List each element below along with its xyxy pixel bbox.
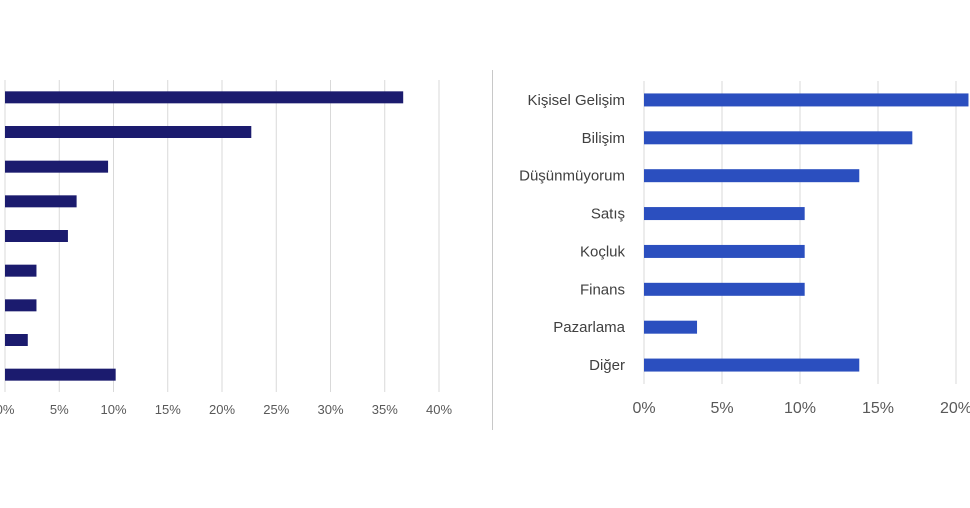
x-tick-label: 15%	[862, 400, 894, 417]
x-tick-label: 20%	[940, 400, 970, 417]
x-tick-label: 5%	[710, 400, 733, 417]
category-label: Koçluk	[580, 243, 626, 260]
bar	[5, 126, 252, 138]
bar	[5, 264, 37, 277]
category-label: Düşünmüyorum	[519, 168, 625, 185]
bar	[5, 91, 404, 104]
x-tick-label: 5%	[50, 402, 69, 417]
bar	[644, 207, 805, 221]
x-tick-label: 10%	[784, 400, 816, 417]
x-tick-label: 0%	[0, 402, 15, 417]
x-tick-label: 15%	[155, 402, 181, 417]
bar	[5, 368, 116, 381]
bar	[644, 131, 913, 145]
bar	[644, 169, 860, 183]
bar	[5, 160, 109, 173]
category-label: Diğer	[589, 357, 625, 374]
category-label: Satış	[591, 206, 625, 223]
x-tick-label: 20%	[209, 402, 235, 417]
bar	[5, 230, 68, 242]
category-label: Kişisel Gelişim	[527, 92, 625, 109]
bar	[644, 244, 805, 258]
x-tick-label: 0%	[632, 400, 655, 417]
x-tick-label: 30%	[317, 402, 343, 417]
x-tick-label: 10%	[100, 402, 126, 417]
x-tick-label: 35%	[372, 402, 398, 417]
category-label: Finans	[580, 281, 625, 298]
bar	[644, 320, 698, 334]
category-label: Pazarlama	[553, 319, 625, 336]
bar	[644, 358, 860, 372]
bar	[644, 93, 969, 107]
bar	[5, 299, 37, 312]
chart-divider	[492, 70, 493, 430]
bar	[644, 282, 805, 296]
category-label: Bilişim	[582, 130, 625, 147]
x-tick-label: 40%	[426, 402, 452, 417]
right-bar-chart: 0% 5% 10% 15% 20% Kişisel Gelişim Bilişim Düşün…	[519, 81, 970, 417]
x-tick-label: 25%	[263, 402, 289, 417]
bar	[5, 334, 28, 346]
left-bar-chart: 0% 5% 10% 15% 20% 25% 30% 35% 40%	[0, 80, 452, 417]
bar	[5, 195, 77, 208]
